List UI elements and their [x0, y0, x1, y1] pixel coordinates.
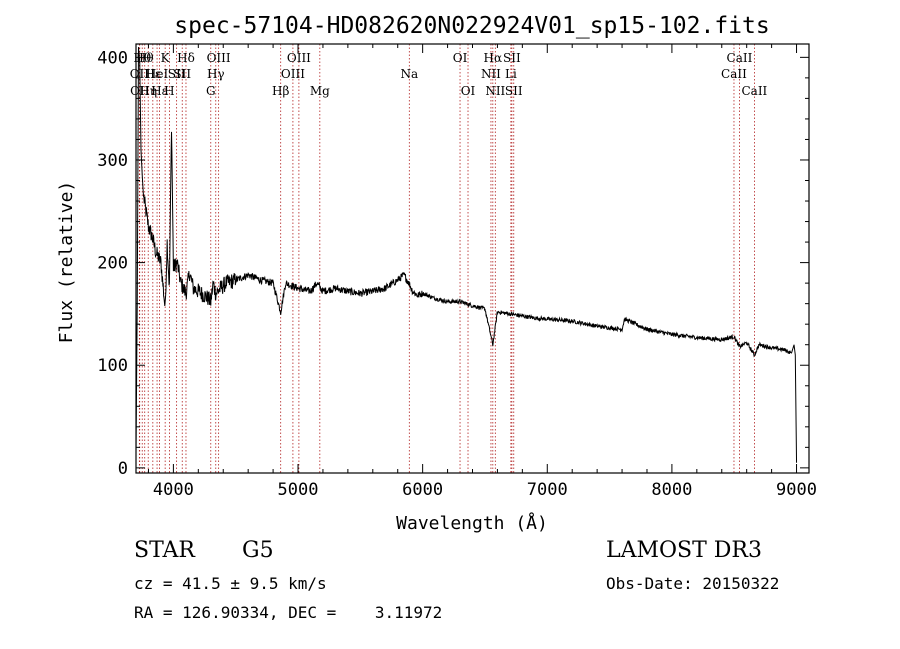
line-label: OIII	[287, 51, 311, 65]
x-axis-label: Wavelength (Å)	[396, 512, 548, 534]
line-label: OI	[461, 84, 476, 98]
line-label: H	[164, 84, 174, 98]
line-label: CaII	[721, 67, 747, 81]
y-tick-label: 300	[97, 151, 128, 171]
line-label: Mg	[310, 84, 330, 98]
y-axis: 0 100 200 300 400	[97, 48, 809, 479]
line-label: K	[161, 51, 171, 65]
line-label: CaII	[727, 51, 753, 65]
x-tick-label: 9000	[776, 480, 817, 500]
line-label: Hε	[144, 67, 161, 81]
object-subclass: G5	[242, 538, 274, 563]
line-label: Hη	[139, 84, 157, 98]
line-label: Li	[505, 67, 517, 81]
y-axis-label: Flux (relative)	[56, 181, 77, 344]
line-label: NII	[481, 67, 501, 81]
x-tick-label: 6000	[402, 480, 443, 500]
line-label: G	[206, 84, 216, 98]
line-label: Hθ	[133, 51, 151, 65]
chart-title: spec-57104-HD082620N022924V01_sp15-102.f…	[174, 13, 769, 39]
line-label: Hδ	[177, 51, 195, 65]
line-labels: OIIOIIHθHθHηHεHeIHεKHSIISIIHδGHγOIIIHβOI…	[130, 51, 768, 98]
line-label: Hε	[151, 84, 168, 98]
line-label: CaII	[741, 84, 767, 98]
line-label: SII	[173, 67, 191, 81]
x-tick-label: 7000	[527, 480, 568, 500]
line-label: Hα	[484, 51, 503, 65]
line-label: Na	[400, 67, 418, 81]
y-tick-label: 100	[97, 356, 128, 376]
x-tick-label: 4000	[153, 480, 194, 500]
line-label: SII	[503, 51, 521, 65]
line-label: OIII	[281, 67, 305, 81]
line-label: Hθ	[136, 51, 154, 65]
line-label: SII	[505, 84, 523, 98]
coordinates-text: RA = 126.90334, DEC = 3.11972	[134, 603, 443, 622]
line-markers	[138, 44, 755, 473]
spectrum-series-line	[136, 47, 798, 463]
obs-date-text: Obs-Date: 20150322	[606, 574, 780, 593]
line-label: OII	[130, 84, 150, 98]
y-tick-label: 200	[97, 254, 128, 274]
line-label: SII	[168, 67, 186, 81]
line-label: Hβ	[272, 84, 289, 98]
y-tick-label: 400	[97, 48, 128, 68]
line-label: OIII	[207, 51, 231, 65]
line-label: Hγ	[207, 67, 225, 81]
object-class: STAR	[134, 538, 195, 563]
line-label: HeI	[146, 67, 169, 81]
x-axis: 4000 5000 6000 7000 8000 9000	[147, 44, 817, 500]
line-label: OI	[453, 51, 468, 65]
x-tick-label: 5000	[278, 480, 319, 500]
line-label: OII	[130, 67, 150, 81]
y-tick-label: 0	[118, 459, 128, 479]
survey-name: LAMOST DR3	[606, 538, 762, 563]
plot-frame	[135, 43, 810, 474]
redshift-text: cz = 41.5 ± 9.5 km/s	[134, 574, 327, 593]
x-tick-label: 8000	[651, 480, 692, 500]
line-label: NII	[485, 84, 505, 98]
